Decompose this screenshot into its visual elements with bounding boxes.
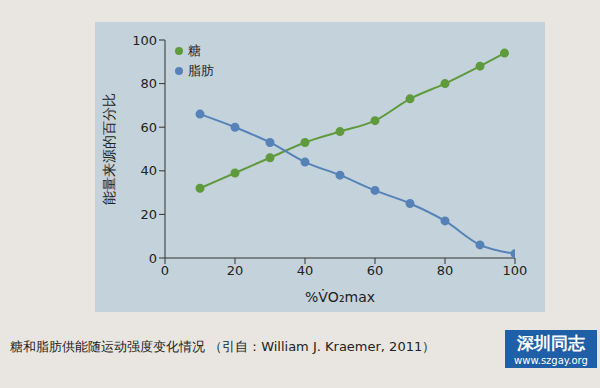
html-text:糖和脂肪供能随运动强度变化情况 （引自：William J.: 糖和脂肪供能随运动强度变化情况 （引自：William J. Kraemer, … bbox=[10, 339, 436, 354]
svg-text:20: 20 bbox=[227, 263, 244, 278]
svg-text:80: 80 bbox=[140, 76, 157, 91]
svg-text:80: 80 bbox=[437, 263, 454, 278]
html-text:脂肪: 脂肪 bbox=[188, 63, 214, 78]
svg-text:100: 100 bbox=[132, 33, 157, 48]
svg-text:40: 40 bbox=[140, 163, 157, 178]
svg-text:0: 0 bbox=[149, 251, 157, 266]
html-text:深圳同志: 深圳同志 bbox=[517, 333, 585, 353]
html-text:www.szgay.org: www.szgay.org bbox=[514, 355, 588, 366]
html-text:糖: 糖 bbox=[188, 43, 201, 58]
svg-text:60: 60 bbox=[140, 120, 157, 135]
svg-text:100: 100 bbox=[503, 263, 528, 278]
svg-text:60: 60 bbox=[367, 263, 384, 278]
svg-text:能量来源的百分比: 能量来源的百分比 bbox=[101, 93, 117, 205]
svg-text:40: 40 bbox=[297, 263, 314, 278]
svg-text:%V̇O₂max: %V̇O₂max bbox=[305, 289, 375, 305]
svg-text:0: 0 bbox=[161, 263, 169, 278]
svg-text:20: 20 bbox=[140, 207, 157, 222]
